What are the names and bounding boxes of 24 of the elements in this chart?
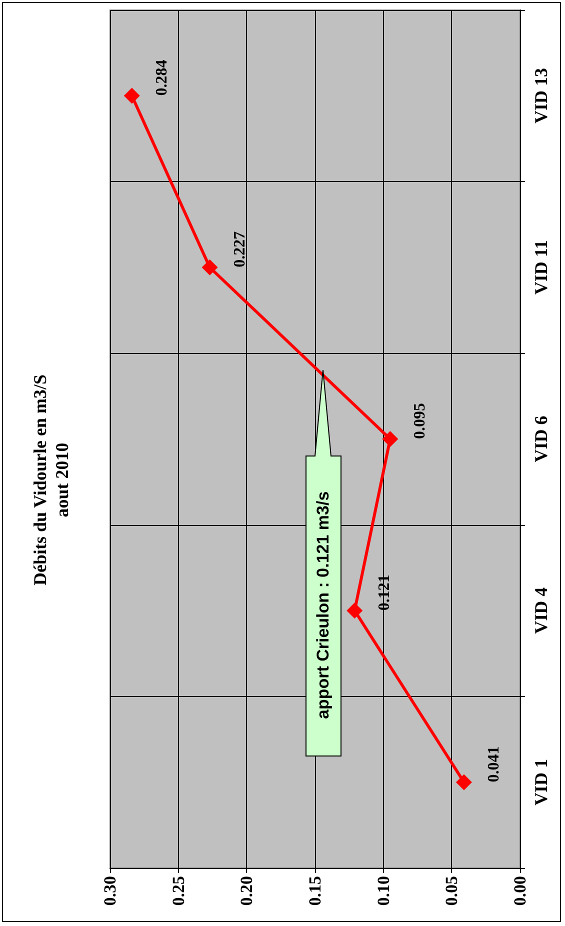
x-tick-label: 0.10	[374, 876, 393, 906]
point	[202, 259, 218, 276]
text: Débits du Vidourle en m3/S	[30, 374, 50, 586]
x-tick-label: 0.15	[306, 876, 324, 906]
point	[456, 774, 472, 790]
point	[124, 88, 140, 104]
y-tick-label: VID 4	[531, 587, 551, 634]
y-tick-label: VID 1	[531, 758, 551, 806]
x-tick-label: 0.25	[168, 876, 188, 906]
y-tick-label: VID 13	[531, 68, 551, 124]
point	[382, 431, 398, 447]
text: aout 2010	[52, 442, 72, 518]
data-label: 0.041	[485, 746, 502, 782]
point	[346, 602, 363, 619]
data-label: 0.284	[153, 60, 170, 96]
x-tick-label: 0.30	[100, 876, 120, 906]
annotation: apport Crieulon : 0.121 m3/s	[312, 490, 334, 721]
x-tick-label: 0.05	[442, 876, 462, 906]
data-label: 0.095	[412, 403, 429, 439]
x-tick-label: 0.20	[237, 876, 256, 906]
y-tick-label: VID 11	[531, 240, 551, 295]
data-label: 0.227	[231, 231, 248, 268]
x-tick-label: 0.00	[510, 876, 530, 906]
y-tick-label: VID 6	[531, 416, 551, 462]
